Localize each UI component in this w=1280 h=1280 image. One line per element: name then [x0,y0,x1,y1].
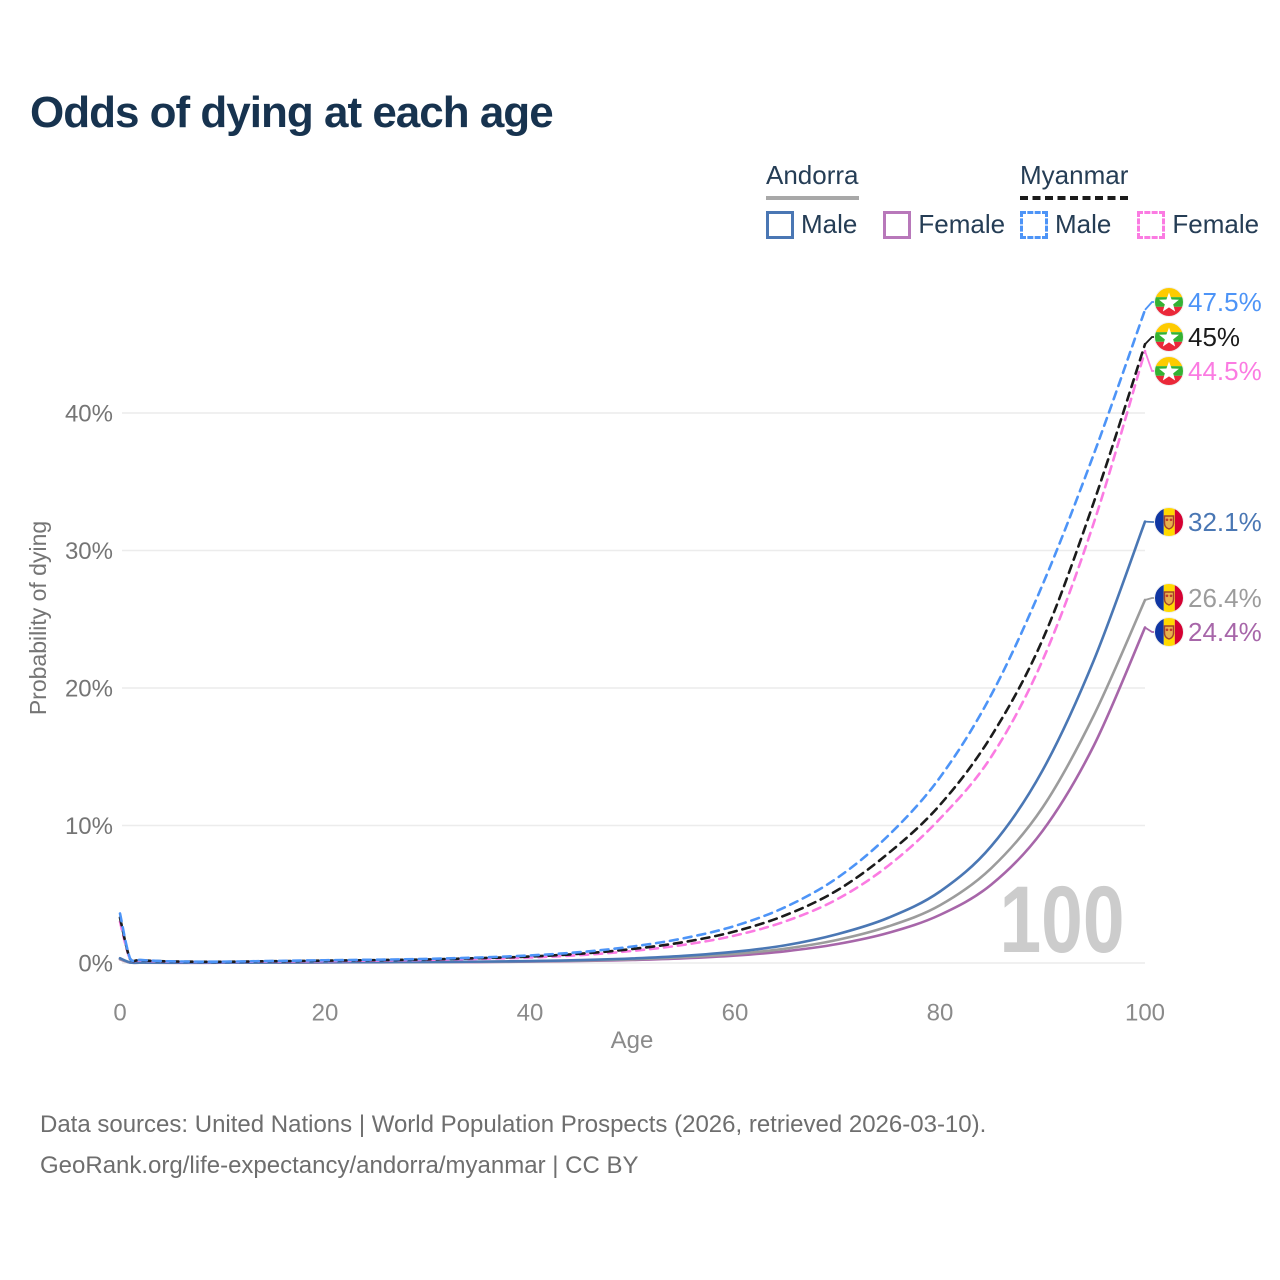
end-label-andorra-both-sexes[interactable]: 26.4% [1144,583,1262,613]
end-label-andorra-female[interactable]: 24.4% [1144,617,1262,647]
x-tick-label: 40 [517,999,544,1026]
y-tick-label: 30% [65,538,113,565]
legend-country-andorra[interactable]: Andorra [766,160,859,200]
legend-item-andorra-female[interactable]: Female [883,209,1005,240]
y-tick-label: 20% [65,675,113,702]
x-tick-label: 60 [722,999,749,1026]
end-label-myanmar-both-sexes[interactable]: 45% [1144,322,1240,352]
myanmar-flag-icon [1154,322,1184,352]
series-line-andorra-female[interactable] [118,626,1147,965]
chart-legend: Andorra Male Female Myanmar Male Female [0,160,1280,250]
legend-label-myanmar-male: Male [1055,209,1112,239]
y-tick-label: 40% [65,400,113,427]
legend-label-andorra-male: Male [801,209,858,239]
end-value-label: 44.5% [1188,356,1262,386]
andorra-flag-icon [1154,507,1184,537]
end-label-myanmar-male[interactable]: 47.5% [1144,287,1262,317]
y-tick-label: 0% [78,950,113,977]
legend-item-myanmar-male[interactable]: Male [1020,209,1111,240]
myanmar-female-swatch-icon [1137,210,1166,239]
andorra-flag-icon [1154,583,1184,613]
series-line-andorra-both-sexes[interactable] [118,598,1147,965]
legend-label-andorra-female: Female [918,209,1006,239]
end-value-label: 32.1% [1188,507,1262,537]
end-value-label: 47.5% [1188,287,1262,317]
end-label-myanmar-female[interactable]: 44.5% [1144,350,1262,386]
page-title: Odds of dying at each age [30,88,554,137]
series-line-myanmar-female[interactable] [118,349,1147,964]
x-tick-label: 80 [927,999,954,1026]
y-axis-title: Probability of dying [25,521,51,715]
end-value-label: 24.4% [1188,617,1262,647]
legend-item-myanmar-female[interactable]: Female [1137,209,1259,240]
legend-group-myanmar: Myanmar Male Female [1020,160,1259,240]
end-label-andorra-male[interactable]: 32.1% [1144,507,1262,537]
x-tick-label: 20 [312,999,339,1026]
x-tick-label: 0 [113,999,126,1026]
y-tick-label: 10% [65,813,113,840]
legend-item-andorra-male[interactable]: Male [766,209,857,240]
x-tick-label: 100 [1125,999,1165,1026]
andorra-female-swatch-icon [883,210,912,239]
series-lines [118,308,1147,965]
myanmar-flag-icon [1154,356,1184,386]
end-value-label: 26.4% [1188,583,1262,613]
myanmar-male-swatch-icon [1020,210,1048,239]
attribution-text: GeoRank.org/life-expectancy/andorra/myan… [40,1152,639,1179]
legend-group-andorra: Andorra Male Female [766,160,1005,240]
x-axis-title: Age [611,1027,654,1054]
series-line-myanmar-male[interactable] [118,308,1147,963]
data-sources-text: Data sources: United Nations | World Pop… [40,1111,987,1138]
legend-label-myanmar-female: Female [1172,209,1260,239]
myanmar-flag-icon [1154,287,1184,317]
andorra-flag-icon [1154,617,1184,647]
series-line-myanmar-both-sexes[interactable] [118,342,1147,964]
line-chart[interactable]: 0% 10% 20% 30% 40% 0 20 40 60 80 100 Probability of… [0,0,1280,1080]
andorra-male-swatch-icon [766,210,794,239]
end-labels: 47.5% 45% 44.5% 32.1% 26.4% 24.4% [1144,287,1262,647]
legend-country-myanmar[interactable]: Myanmar [1020,160,1129,200]
end-value-label: 45% [1188,322,1240,352]
chart-footer: Data sources: United Nations | World Pop… [40,1104,986,1186]
hover-age-watermark: 100 [1000,867,1125,973]
series-line-andorra-male[interactable] [118,520,1147,965]
